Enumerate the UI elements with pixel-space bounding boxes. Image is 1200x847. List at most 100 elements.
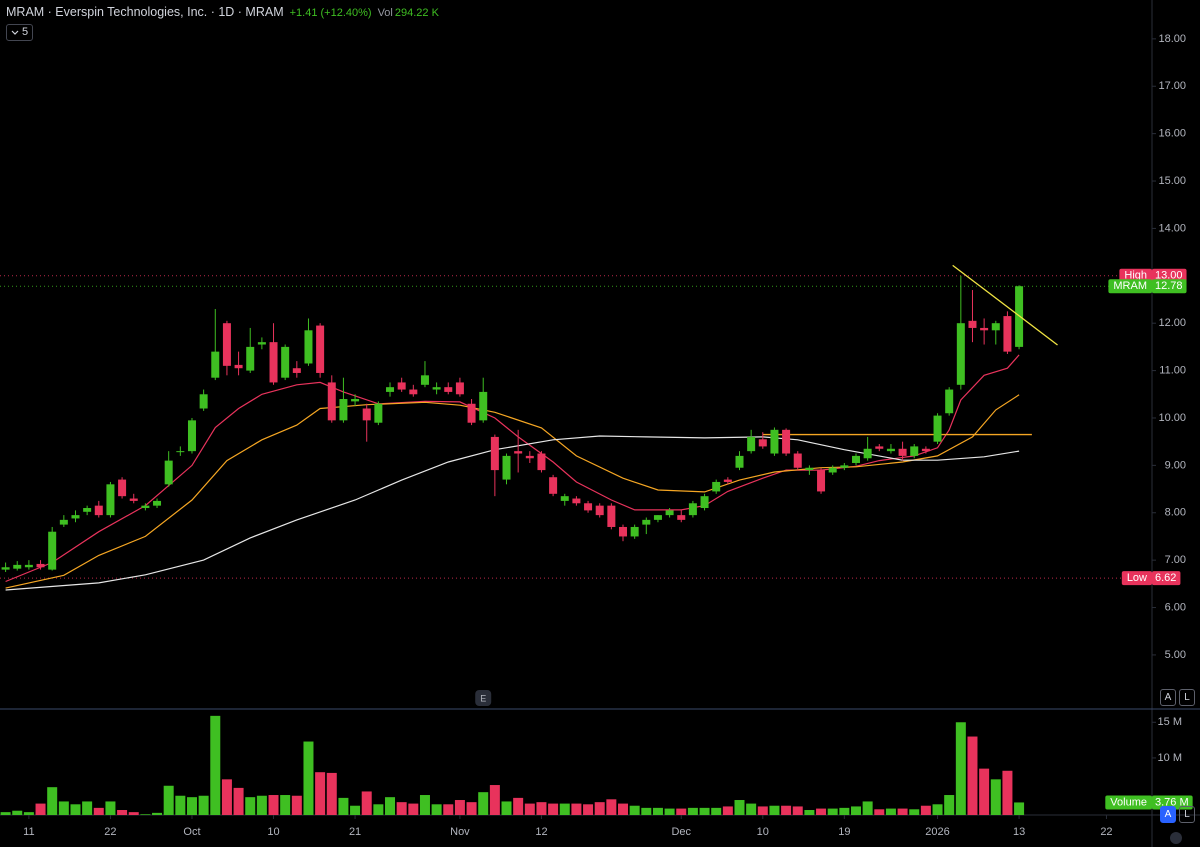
volume-bar: [839, 807, 850, 815]
candle-body: [747, 436, 756, 452]
candle-body: [176, 451, 185, 453]
candle-body: [1, 567, 10, 570]
volume-bar: [35, 803, 46, 815]
volume-bar: [629, 805, 640, 815]
candle-body: [420, 375, 429, 385]
candle-body: [304, 330, 313, 364]
volume-bar: [291, 795, 302, 815]
volume-bar: [338, 797, 349, 815]
moving-average-line: [5, 435, 1020, 591]
volume-bar: [792, 806, 803, 815]
volume-bar: [594, 802, 605, 815]
volume-bar: [93, 807, 104, 815]
candle-body: [688, 503, 697, 516]
candle-body: [863, 448, 872, 459]
candle-body: [467, 403, 476, 423]
volume-bar: [82, 801, 93, 815]
volume-bar: [361, 791, 372, 815]
volume-bar: [746, 803, 757, 815]
volume-bar: [664, 808, 675, 815]
volume-bar: [152, 812, 163, 815]
candle-body: [758, 439, 767, 447]
volume-bar: [12, 810, 23, 815]
volume-bar: [443, 804, 454, 815]
marker-value-box: [1152, 279, 1187, 294]
marker-value: 12.78: [1155, 280, 1183, 292]
volume-bar: [256, 795, 267, 815]
volume-bar: [618, 803, 629, 815]
candle-body: [898, 448, 907, 456]
log-scale-button[interactable]: L: [1179, 689, 1195, 706]
candle-body: [409, 389, 418, 395]
volume-bar: [396, 802, 407, 815]
candle-body: [327, 382, 336, 421]
volume-bar: [781, 805, 792, 815]
candle-body: [106, 484, 115, 516]
candle-body: [595, 505, 604, 516]
candle-body: [386, 387, 395, 392]
candle-body: [24, 564, 33, 568]
candle-body: [677, 515, 686, 520]
candle-body: [94, 505, 103, 516]
marker-value-box: [1152, 571, 1181, 586]
volume-bar: [804, 810, 815, 815]
x-tick-label: 13: [1013, 826, 1025, 838]
volume-bar: [175, 795, 186, 815]
y-tick-label: 6.00: [1165, 601, 1186, 613]
candle-body: [13, 564, 22, 569]
volume-bar: [489, 785, 500, 815]
volume-bar: [850, 806, 861, 815]
auto-scale-button[interactable]: A: [1160, 689, 1176, 706]
volume-bar: [967, 736, 978, 815]
candle-body: [793, 453, 802, 468]
volume-bar: [163, 785, 174, 815]
candle-body: [234, 364, 243, 369]
candle-body: [782, 429, 791, 454]
candle-body: [851, 455, 860, 463]
candle-body: [665, 510, 674, 516]
volume-bar: [408, 803, 419, 815]
y-tick-label: 8.00: [1165, 507, 1186, 519]
volume-bar: [897, 808, 908, 815]
candle-body: [479, 391, 488, 421]
y-tick-label: 18.00: [1158, 33, 1186, 45]
marker-value: 3.76 M: [1155, 796, 1189, 808]
logo-icon: [1170, 832, 1182, 844]
candle-body: [956, 323, 965, 385]
volume-bar: [932, 804, 943, 815]
candle-body: [1003, 316, 1012, 352]
x-tick-label: 12: [535, 826, 547, 838]
candle-body: [397, 382, 406, 390]
candle-body: [257, 342, 266, 345]
x-tick-label: 21: [349, 826, 361, 838]
x-tick-label: 10: [267, 826, 279, 838]
volume-bar: [676, 808, 687, 815]
candle-body: [362, 408, 371, 421]
y-tick-label: 10.00: [1158, 412, 1186, 424]
candle-body: [607, 505, 616, 527]
indicator-toggle[interactable]: 5: [6, 24, 34, 41]
volume-bar: [1014, 802, 1025, 815]
volume-bar: [128, 812, 139, 815]
volume-bar: [513, 797, 524, 815]
candle-body: [584, 503, 593, 511]
trendline: [952, 264, 1058, 346]
candle-body: [36, 563, 45, 568]
volume-bar: [23, 812, 34, 815]
volume-bar: [816, 808, 827, 815]
volume-bar: [350, 805, 361, 815]
volume-log-button[interactable]: L: [1179, 806, 1195, 823]
volume-bar: [373, 804, 384, 815]
marker-name: Low: [1127, 572, 1147, 584]
earnings-label: E: [480, 693, 486, 703]
y-tick-label: 12.00: [1158, 317, 1186, 329]
volume-bar: [734, 800, 745, 815]
x-tick-label: 19: [838, 826, 850, 838]
candle-body: [118, 479, 127, 497]
volume-auto-button[interactable]: A: [1160, 806, 1176, 823]
volume-bar: [198, 795, 209, 815]
y-tick-label: 16.00: [1158, 128, 1186, 140]
candle-body: [537, 453, 546, 471]
candle-body: [817, 470, 826, 492]
